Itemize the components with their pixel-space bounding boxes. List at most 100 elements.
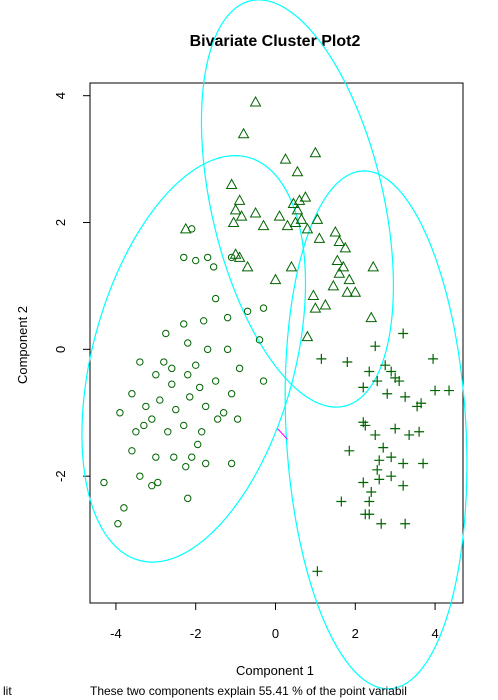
triangle-point xyxy=(333,235,346,247)
plus-point xyxy=(336,496,347,507)
circle-point xyxy=(223,313,232,322)
plus-point xyxy=(360,420,371,431)
plot-frame xyxy=(89,82,464,604)
plus-point xyxy=(364,509,375,520)
plus-point xyxy=(370,341,381,352)
triangle-point xyxy=(307,289,320,300)
circle-point xyxy=(227,253,236,262)
x-tick-label: 4 xyxy=(431,626,438,641)
y-axis: -2 0 2 4 xyxy=(53,92,91,482)
plus-point xyxy=(358,382,369,393)
circle-point xyxy=(136,472,144,480)
circle-point xyxy=(114,520,122,528)
triangle-point xyxy=(309,146,322,158)
circle-point xyxy=(223,345,232,354)
plus-point xyxy=(376,518,387,529)
triangle-point xyxy=(367,260,380,272)
circle-point xyxy=(100,478,108,487)
plus-point xyxy=(386,452,397,463)
triangle-point xyxy=(273,210,286,221)
plus-point xyxy=(382,388,393,399)
circle-point xyxy=(162,329,170,338)
circle-point xyxy=(168,364,176,373)
triangle-point xyxy=(229,203,242,215)
plus-point xyxy=(370,429,381,440)
plus-point xyxy=(414,426,425,437)
triangle-point xyxy=(331,254,344,266)
plus-point xyxy=(378,442,389,453)
triangle-point xyxy=(291,203,304,215)
circle-point xyxy=(219,409,228,417)
triangle-point xyxy=(227,216,240,228)
triangle-point xyxy=(339,241,352,253)
triangle-point xyxy=(295,213,308,224)
plus-point xyxy=(418,458,429,469)
plus-point xyxy=(358,477,369,488)
plus-point xyxy=(374,455,385,466)
circle-point xyxy=(211,377,220,385)
plus-point xyxy=(398,480,409,491)
triangle-point xyxy=(269,273,282,285)
triangle-point xyxy=(289,216,302,228)
plus-point xyxy=(316,353,327,364)
subtitle: These two components explain 55.41 % of … xyxy=(90,684,407,698)
x-axis-label: Component 1 xyxy=(236,663,314,678)
triangle-point xyxy=(327,279,340,291)
circle-point xyxy=(213,415,222,423)
circle-point xyxy=(259,377,268,385)
circle-point xyxy=(188,225,196,233)
circle-point xyxy=(201,402,210,411)
circle-point xyxy=(132,428,140,436)
circle-point xyxy=(227,459,236,468)
triangle-point xyxy=(257,219,270,231)
plus-point xyxy=(372,464,383,475)
circle-point xyxy=(156,396,164,404)
x-tick-label: 2 xyxy=(352,626,359,641)
plus-point xyxy=(344,445,355,456)
chart-title: Bivariate Cluster Plot2 xyxy=(190,33,361,50)
plus-point xyxy=(428,353,439,364)
circle-point xyxy=(120,504,128,512)
triangle-point xyxy=(235,210,248,221)
circle-point xyxy=(243,307,252,315)
plus-point xyxy=(394,376,405,387)
circle-point xyxy=(142,402,150,411)
plus-point xyxy=(398,328,409,339)
y-tick-label: 0 xyxy=(53,346,68,353)
circle-point xyxy=(201,459,210,468)
circle-point xyxy=(194,440,202,449)
circle-point xyxy=(233,415,242,423)
circle-point xyxy=(196,383,204,392)
plus-point xyxy=(364,366,375,377)
triangle-point xyxy=(281,219,294,231)
triangle-point xyxy=(301,330,314,342)
circle-point xyxy=(235,364,244,373)
plus-point xyxy=(312,566,323,577)
y-axis-label: Component 2 xyxy=(15,306,30,384)
circle-point xyxy=(154,478,162,487)
circle-point xyxy=(184,494,192,503)
triangle-point xyxy=(225,178,238,189)
triangle-point xyxy=(285,260,298,272)
triangle-point xyxy=(291,165,304,177)
circle-point xyxy=(180,421,188,430)
plus-point xyxy=(416,398,427,409)
circle-point xyxy=(148,415,156,423)
x-tick-label: 0 xyxy=(272,626,279,641)
circle-point xyxy=(192,256,200,265)
triangle-point xyxy=(233,194,246,205)
triangle-point xyxy=(237,127,250,139)
circle-point xyxy=(186,393,194,401)
circle-point xyxy=(128,390,136,398)
triangle-point xyxy=(249,95,262,107)
triangle-point xyxy=(349,286,362,297)
circle-point xyxy=(116,409,124,417)
cluster-ellipses xyxy=(81,0,468,690)
circle-point xyxy=(182,462,190,471)
circle-point xyxy=(140,421,148,430)
circle-point xyxy=(180,320,188,328)
y-tick-label: -2 xyxy=(53,470,68,482)
x-tick-label: -2 xyxy=(190,626,202,641)
cluster-connector xyxy=(277,428,288,440)
